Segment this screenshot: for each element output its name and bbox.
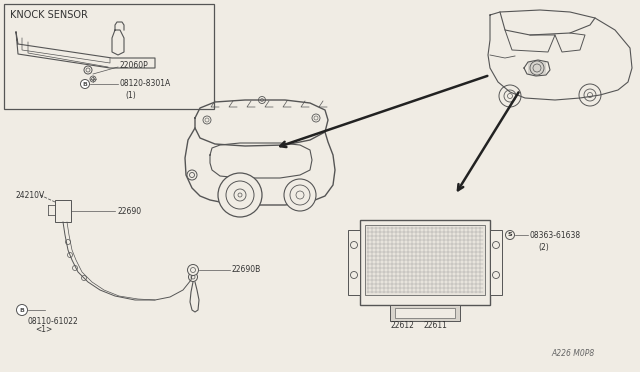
Text: 22690: 22690 xyxy=(117,206,141,215)
Text: 08363-61638: 08363-61638 xyxy=(530,231,581,240)
Text: S: S xyxy=(508,232,512,237)
Text: B: B xyxy=(20,308,24,312)
Bar xyxy=(55,200,71,222)
Circle shape xyxy=(506,231,515,240)
Text: 08120-8301A: 08120-8301A xyxy=(120,80,172,89)
Text: 22612: 22612 xyxy=(390,321,414,330)
Circle shape xyxy=(187,170,197,180)
Text: B: B xyxy=(83,81,88,87)
Text: 22690B: 22690B xyxy=(232,266,261,275)
Text: 08110-61022: 08110-61022 xyxy=(28,317,79,326)
Text: (2): (2) xyxy=(538,243,548,252)
Bar xyxy=(365,225,485,295)
Bar xyxy=(490,230,502,295)
Circle shape xyxy=(17,305,28,315)
Circle shape xyxy=(284,179,316,211)
Circle shape xyxy=(188,264,198,276)
Bar xyxy=(360,220,490,305)
Text: <1>: <1> xyxy=(35,325,52,334)
Circle shape xyxy=(81,80,90,89)
Bar xyxy=(348,230,360,295)
Text: 24210V: 24210V xyxy=(15,190,44,199)
Text: A226 M0P8: A226 M0P8 xyxy=(552,349,595,358)
Text: KNOCK SENSOR: KNOCK SENSOR xyxy=(10,10,88,20)
Bar xyxy=(4,4,214,109)
Text: 22060P: 22060P xyxy=(120,61,148,70)
Text: (1): (1) xyxy=(125,91,136,100)
Text: 22611: 22611 xyxy=(423,321,447,330)
Bar xyxy=(390,305,460,321)
Circle shape xyxy=(218,173,262,217)
Bar xyxy=(395,308,455,318)
